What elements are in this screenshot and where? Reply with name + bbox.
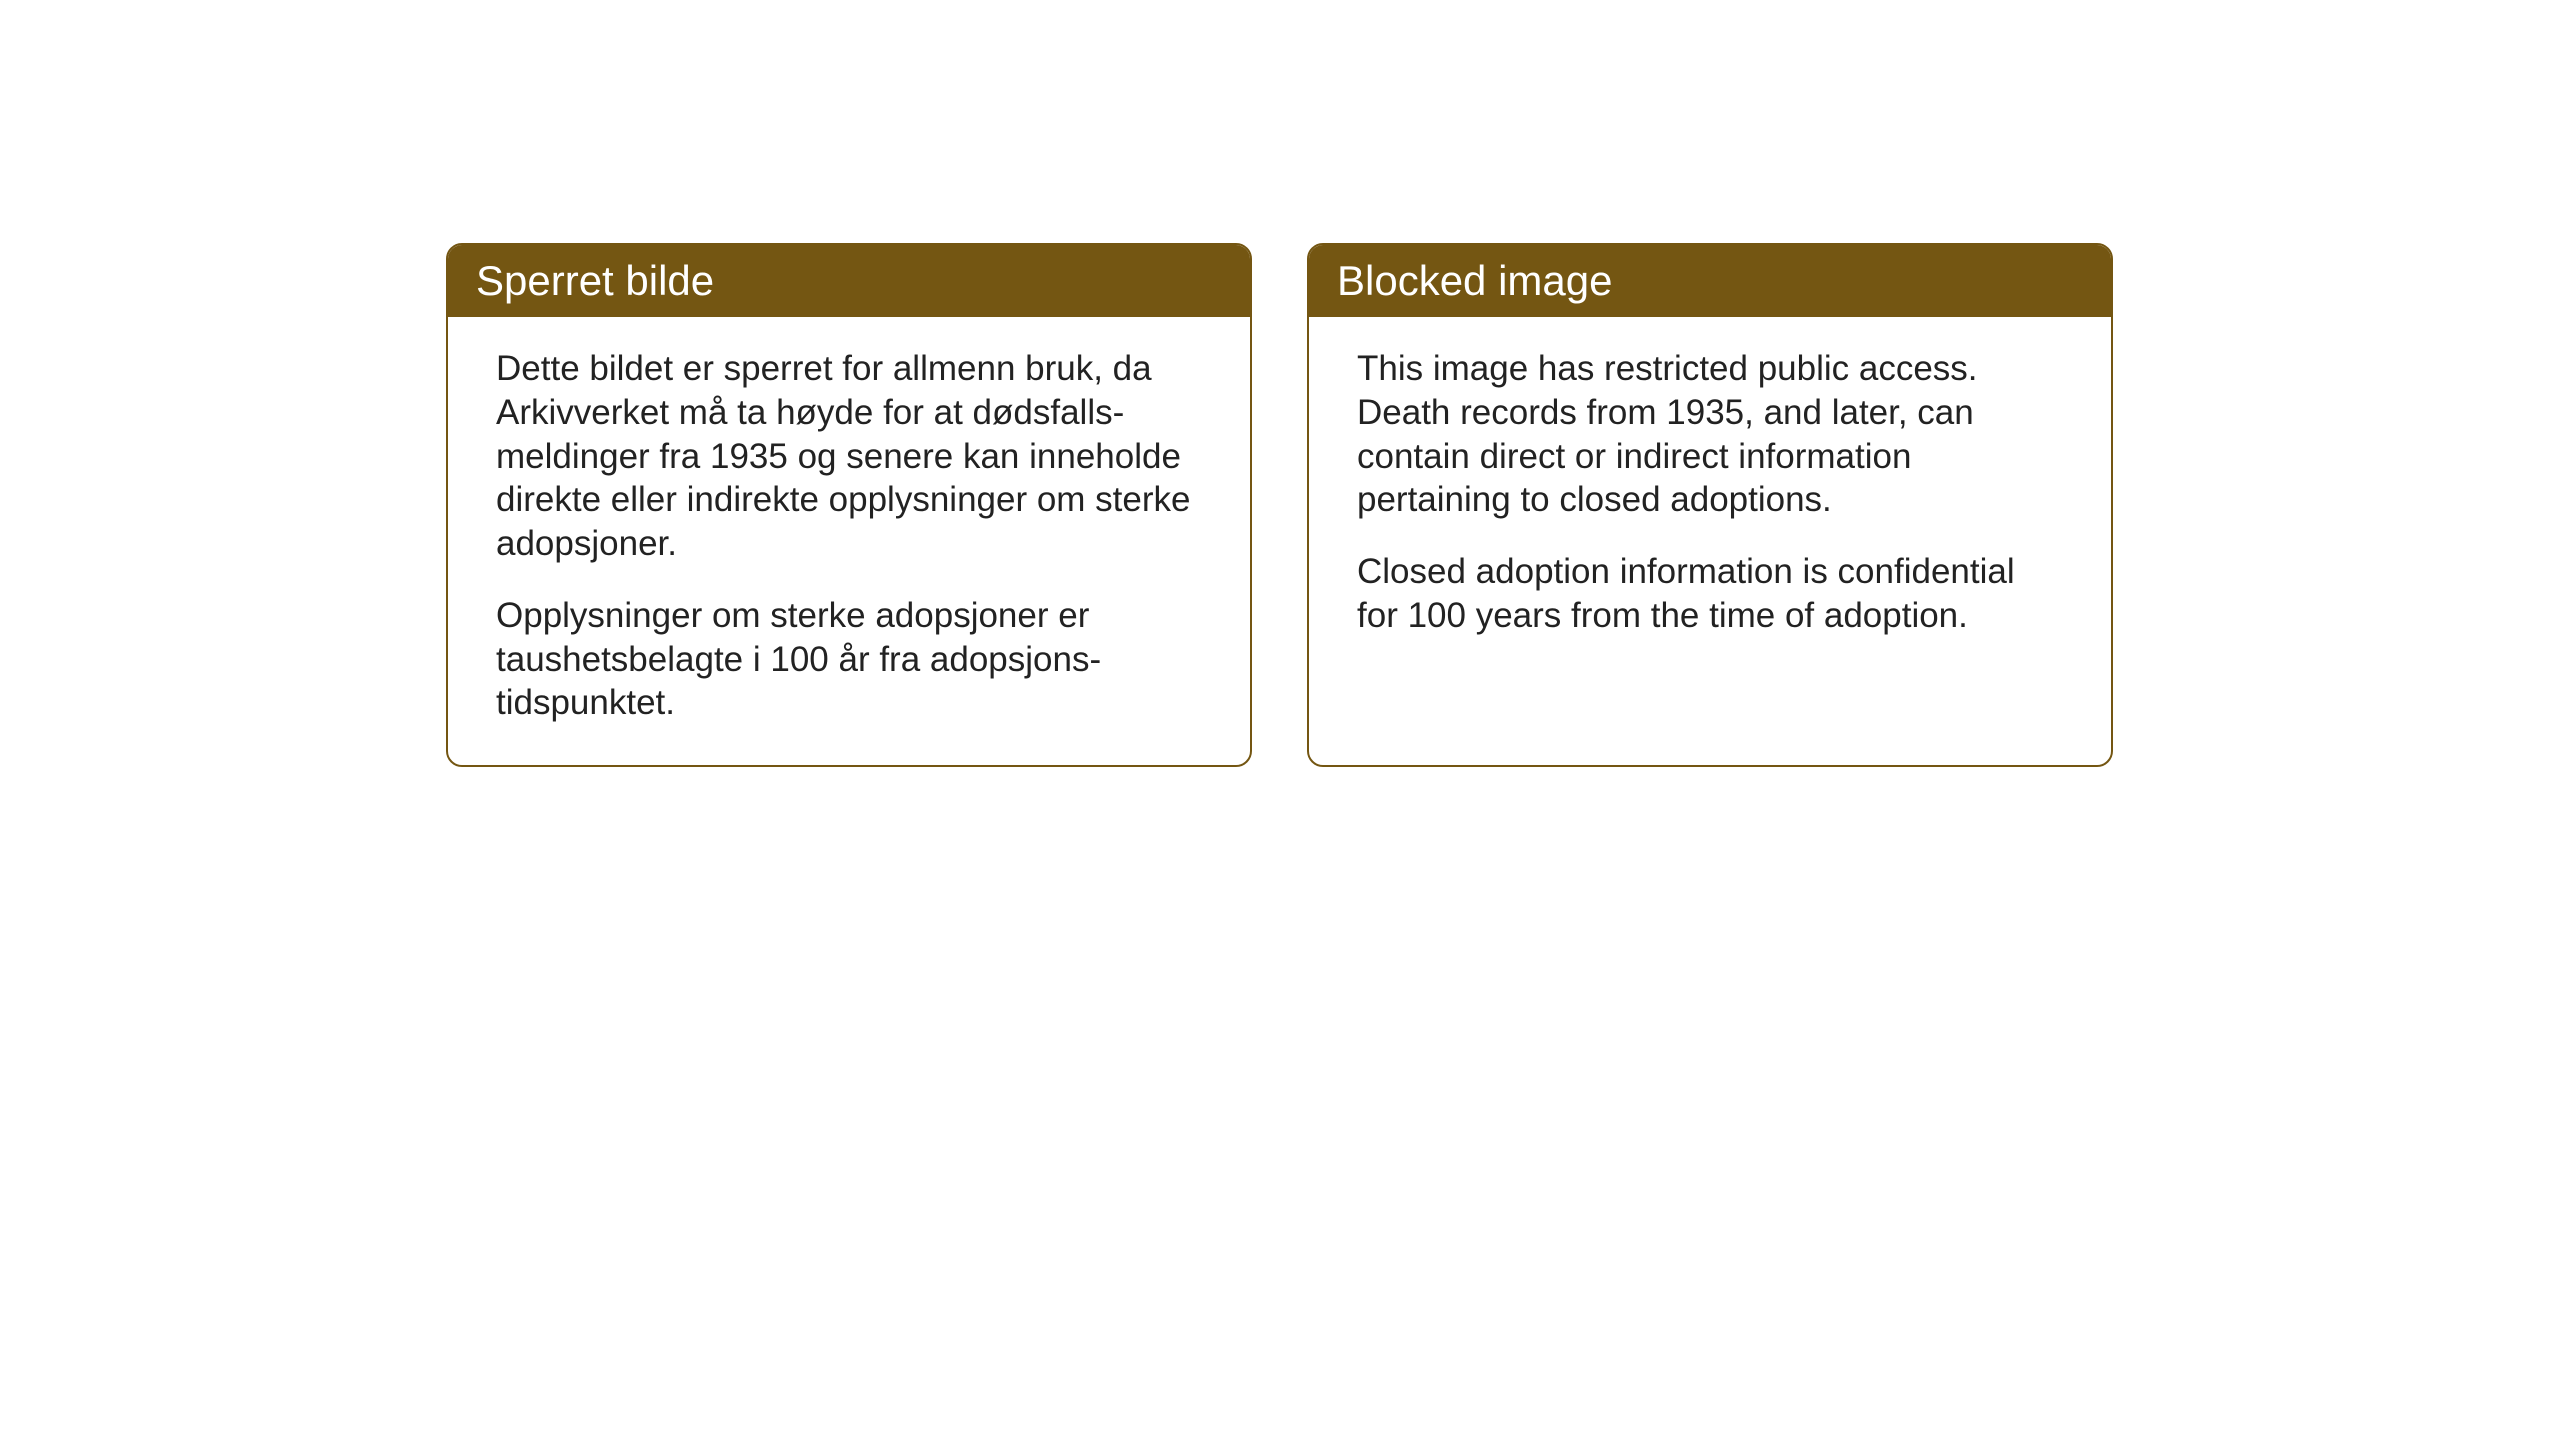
norwegian-paragraph-1: Dette bildet er sperret for allmenn bruk… [496,347,1202,566]
english-paragraph-1: This image has restricted public access.… [1357,347,2063,522]
english-paragraph-2: Closed adoption information is confident… [1357,550,2063,638]
norwegian-card-body: Dette bildet er sperret for allmenn bruk… [448,317,1250,765]
norwegian-paragraph-2: Opplysninger om sterke adopsjoner er tau… [496,594,1202,725]
english-card-body: This image has restricted public access.… [1309,317,2111,678]
norwegian-notice-card: Sperret bilde Dette bildet er sperret fo… [446,243,1252,767]
english-card-title: Blocked image [1309,245,2111,317]
english-notice-card: Blocked image This image has restricted … [1307,243,2113,767]
notice-cards-container: Sperret bilde Dette bildet er sperret fo… [446,243,2113,767]
norwegian-card-title: Sperret bilde [448,245,1250,317]
